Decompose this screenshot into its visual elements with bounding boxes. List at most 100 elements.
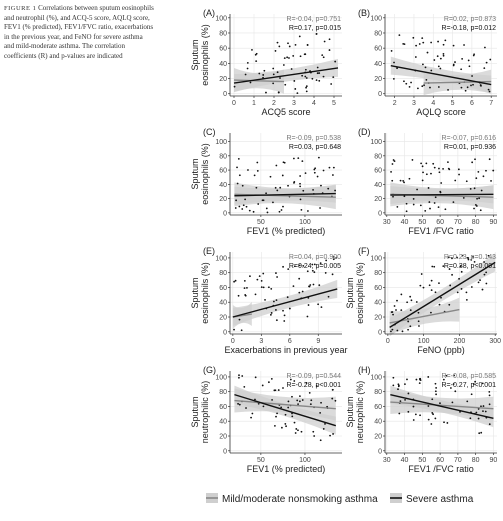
scatter-point [293, 421, 296, 424]
scatter-point [467, 258, 470, 261]
scatter-point [437, 206, 440, 208]
y-tick-label: 100 [215, 374, 227, 381]
scatter-point [398, 34, 401, 36]
scatter-point [445, 374, 448, 377]
y-tick-label: 80 [219, 270, 227, 277]
scatter-point [398, 412, 401, 415]
scatter-point [454, 61, 456, 63]
scatter-point [318, 72, 321, 74]
scatter-point [316, 72, 319, 75]
scatter-point [407, 320, 410, 323]
scatter-point [284, 423, 287, 425]
scatter-point [274, 424, 276, 427]
scatter-point [479, 84, 482, 86]
scatter-point [306, 44, 309, 46]
scatter-point [470, 84, 472, 87]
scatter-point [255, 60, 258, 63]
scatter-point [429, 86, 431, 89]
scatter-point [403, 195, 406, 198]
y-tick-label: 100 [215, 255, 227, 262]
scatter-point [449, 387, 452, 389]
y-tick-label: 80 [219, 30, 227, 37]
scatter-point [460, 68, 463, 71]
scatter-point [293, 380, 296, 382]
scatter-point [243, 279, 246, 282]
scatter-point [447, 89, 449, 91]
stats-label: R=-0.07, p=0.616 [442, 135, 497, 142]
scatter-point [305, 382, 308, 384]
scatter-point [262, 286, 265, 289]
scatter-point [331, 388, 334, 391]
legend-label: Severe asthma [406, 494, 474, 505]
scatter-point [466, 256, 469, 259]
scatter-point [299, 55, 302, 58]
y-tick-label: 80 [219, 153, 227, 160]
scatter-point [442, 265, 445, 268]
scatter-point [427, 418, 430, 421]
y-tick-label: 100 [370, 15, 382, 22]
scatter-point [233, 280, 236, 283]
x-tick-label: 4 [431, 100, 435, 107]
x-tick-label: 40 [401, 219, 409, 226]
scatter-point [433, 59, 436, 61]
scatter-point [438, 282, 440, 285]
scatter-point [405, 202, 408, 205]
mild-fit-line [390, 401, 494, 410]
scatter-point [407, 410, 410, 413]
scatter-point [437, 86, 440, 88]
y-axis-label: eosinophils (%) [355, 262, 365, 324]
scatter-point [443, 421, 445, 424]
scatter-point [484, 410, 487, 413]
scatter-point [396, 67, 398, 70]
scatter-point [298, 35, 301, 38]
scatter-point [306, 270, 309, 273]
x-tick-label: 70 [454, 219, 462, 226]
scatter-point [460, 288, 463, 290]
scatter-point [255, 186, 258, 189]
scatter-point [316, 66, 319, 69]
stats-label: R=-0.27, p<0.001 [442, 382, 497, 389]
scatter-point [278, 210, 281, 213]
scatter-point [248, 209, 251, 212]
x-tick-label: 100 [418, 338, 430, 345]
scatter-point [332, 433, 334, 435]
scatter-point [281, 174, 284, 177]
panel-a: 0 20 40 60 80 100 0 1 2 3 4 5 (A) R=-0.04, p=0.751 R=0… [190, 8, 342, 117]
scatter-point [487, 88, 490, 91]
scatter-point [270, 312, 273, 314]
scatter-point [415, 44, 418, 47]
scatter-point [439, 67, 442, 70]
scatter-point [329, 434, 331, 437]
scatter-point [278, 45, 281, 48]
scatter-point [433, 265, 436, 268]
scatter-point [438, 167, 440, 170]
scatter-point [431, 398, 434, 401]
y-tick-label: 100 [370, 255, 382, 262]
scatter-point [237, 157, 240, 160]
scatter-point [275, 164, 278, 167]
scatter-point [439, 57, 442, 60]
y-tick-label: 40 [374, 182, 382, 189]
scatter-point [265, 207, 268, 210]
scatter-point [288, 57, 290, 59]
severe-fit-line [389, 261, 496, 328]
scatter-point [440, 296, 442, 299]
y-tick-label: 0 [378, 448, 382, 455]
scatter-point [466, 86, 469, 89]
scatter-point [483, 273, 486, 276]
x-tick-label: 100 [299, 457, 311, 464]
scatter-point [406, 378, 408, 381]
scatter-point [430, 423, 433, 425]
panel-label: (G) [203, 365, 216, 375]
scatter-point [488, 394, 491, 397]
y-tick-label: 100 [370, 139, 382, 146]
scatter-point [488, 423, 491, 426]
scatter-point [290, 68, 293, 70]
scatter-point [249, 81, 252, 84]
scatter-point [421, 85, 424, 88]
scatter-point [485, 61, 488, 64]
scatter-point [286, 296, 289, 299]
scatter-point [309, 284, 312, 286]
panel-c: 0 20 40 60 80 100 50 100 (C) R=-0.09, p=0.538 R=0.… [190, 127, 342, 236]
scatter-point [442, 54, 445, 57]
